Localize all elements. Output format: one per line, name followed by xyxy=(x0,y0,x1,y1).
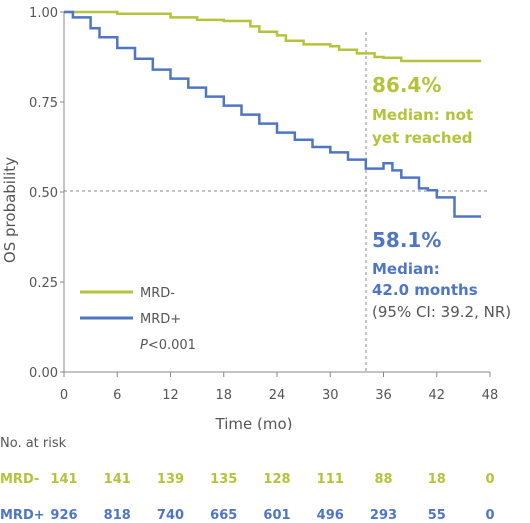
p-value-number: <0.001 xyxy=(148,338,196,353)
x-tick-label: 0 xyxy=(60,388,68,403)
x-tick-label: 24 xyxy=(269,388,286,403)
p-value-prefix: P xyxy=(140,338,148,353)
risk-cell: 926 xyxy=(50,508,78,523)
risk-cell: 293 xyxy=(369,508,398,523)
legend: MRD- MRD+ P<0.001 xyxy=(80,286,196,353)
mrd-pos-ci: (95% CI: 39.2, NR) xyxy=(372,303,511,321)
curve-mrd-pos xyxy=(64,10,482,218)
x-tick-label: 6 xyxy=(113,388,121,403)
risk-cell: 55 xyxy=(427,508,446,523)
x-tick-label: 48 xyxy=(482,388,499,403)
risk-cell: 128 xyxy=(263,472,291,487)
risk-row-label: MRD+ xyxy=(0,508,45,523)
legend-label-mrd-neg: MRD- xyxy=(140,286,175,301)
y-tick-label: 0.50 xyxy=(29,186,58,201)
p-value: P<0.001 xyxy=(140,338,196,353)
x-tick-label: 30 xyxy=(322,388,339,403)
mrd-pos-percent: 58.1% xyxy=(372,228,441,252)
mrd-neg-percent: 86.4% xyxy=(372,73,441,97)
curve-mrd-neg xyxy=(64,10,482,63)
y-axis-label: OS probability xyxy=(1,157,19,263)
risk-cell: 18 xyxy=(427,472,446,487)
risk-cell: 141 xyxy=(103,472,131,487)
risk-cell: 139 xyxy=(156,472,185,487)
mrd-neg-median-line1: Median: not xyxy=(372,106,473,124)
risk-row-label: MRD- xyxy=(0,472,40,487)
mrd-neg-median-line2: yet reached xyxy=(372,129,473,147)
risk-cell: 0 xyxy=(485,472,495,487)
risk-cell: 496 xyxy=(316,508,344,523)
y-ticks: 0.00 0.25 0.50 0.75 1.00 xyxy=(29,6,64,381)
legend-label-mrd-pos: MRD+ xyxy=(140,312,181,327)
risk-cell: 818 xyxy=(103,508,131,523)
y-tick-label: 1.00 xyxy=(29,6,58,21)
risk-cell: 111 xyxy=(316,472,344,487)
y-tick-label: 0.00 xyxy=(29,366,58,381)
x-tick-label: 12 xyxy=(162,388,179,403)
risk-cell: 740 xyxy=(156,508,185,523)
mrd-pos-median-line2: 42.0 months xyxy=(372,281,478,299)
risk-cell: 601 xyxy=(263,508,291,523)
x-ticks: 0 6 12 18 24 30 36 42 48 xyxy=(60,372,498,403)
x-tick-label: 36 xyxy=(375,388,392,403)
risk-cell: 0 xyxy=(485,508,495,523)
mrd-pos-median-line1: Median: xyxy=(372,260,440,278)
risk-cell: 88 xyxy=(374,472,393,487)
y-tick-label: 0.75 xyxy=(29,96,58,111)
x-axis-label: Time (mo) xyxy=(215,415,293,430)
survival-curves xyxy=(64,10,482,218)
x-tick-label: 18 xyxy=(215,388,232,403)
risk-cell: 135 xyxy=(210,472,238,487)
risk-table-title: No. at risk xyxy=(0,436,67,451)
y-tick-label: 0.25 xyxy=(29,276,58,291)
x-tick-label: 42 xyxy=(428,388,445,403)
risk-cell: 665 xyxy=(210,508,238,523)
risk-cell: 141 xyxy=(50,472,78,487)
km-chart: 0.00 0.25 0.50 0.75 1.00 0 6 12 18 24 30 36 42 48 OS… xyxy=(1,6,511,430)
